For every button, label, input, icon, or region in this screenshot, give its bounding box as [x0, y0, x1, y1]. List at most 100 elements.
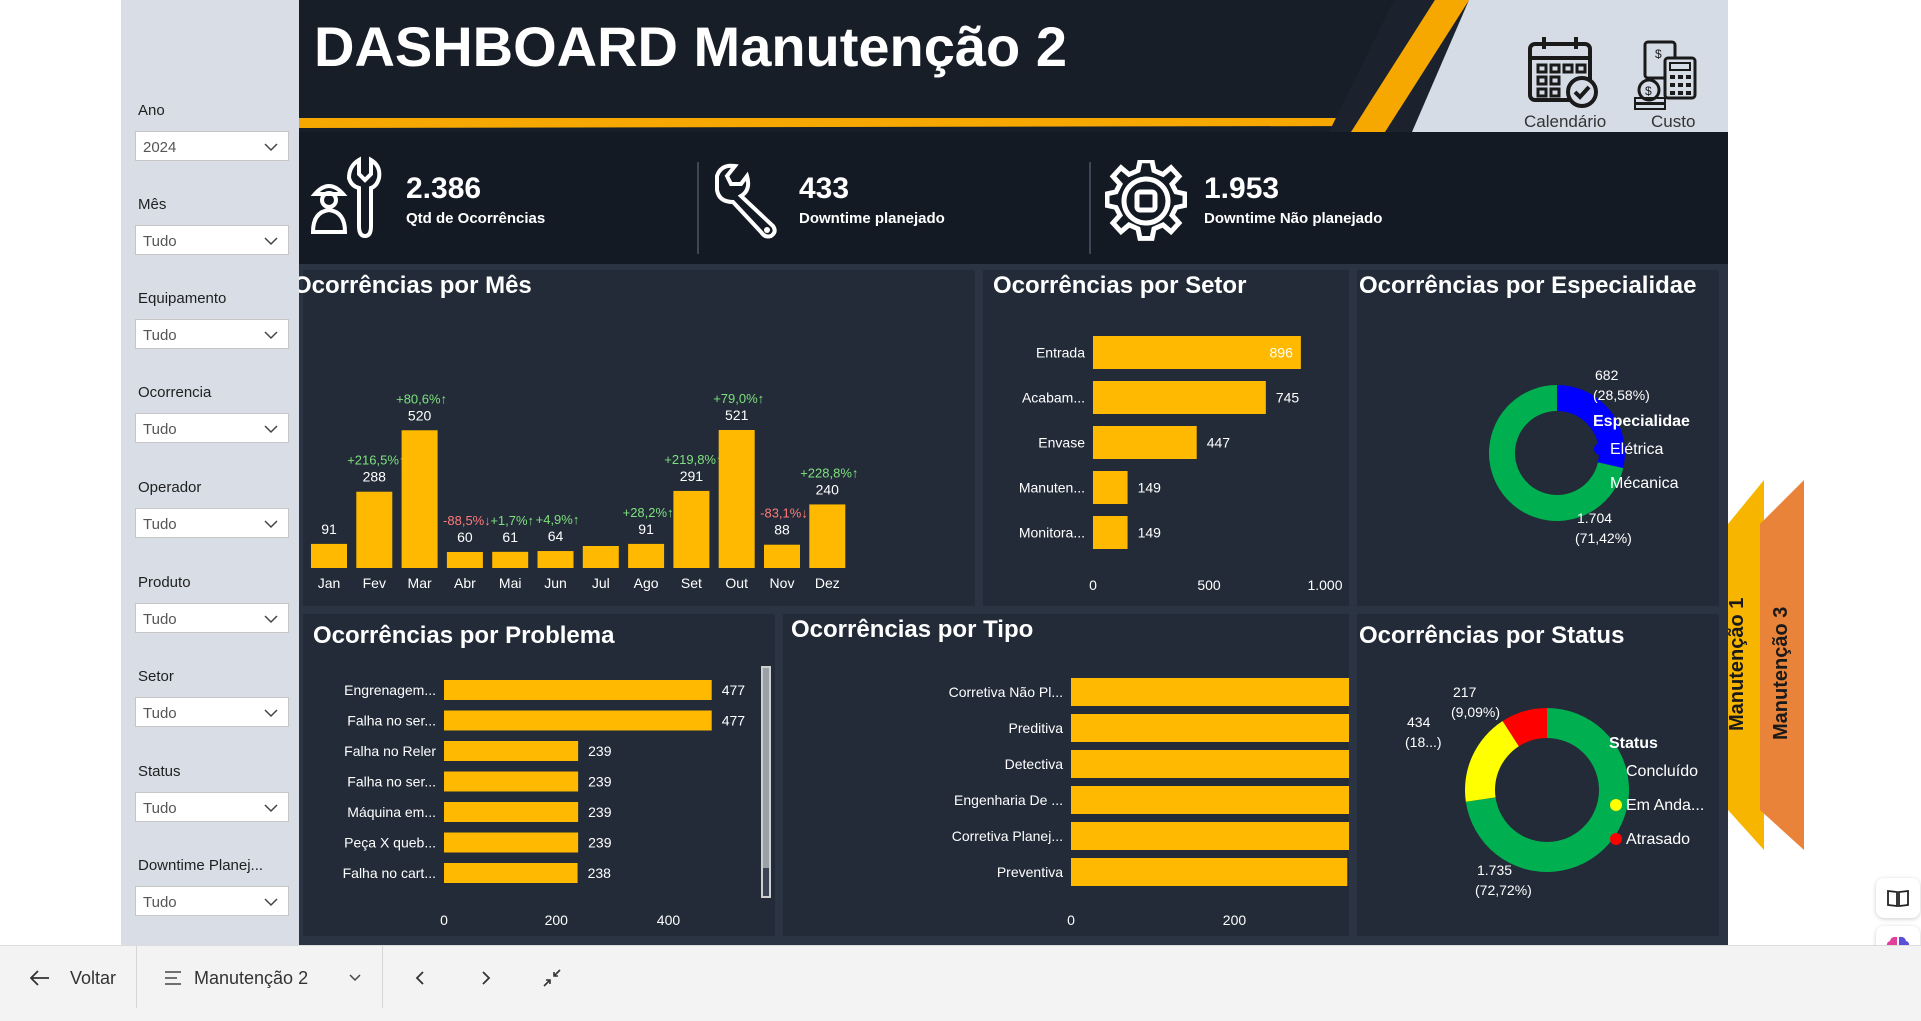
filter-dropdown[interactable]: Tudo: [135, 886, 289, 916]
status-slice: [1502, 708, 1547, 747]
type-bar: [1071, 678, 1349, 706]
status-chart-panel[interactable]: [1357, 614, 1719, 936]
specialty-chart-title: Ocorrências por Especialidae: [1359, 272, 1697, 299]
filter-value: Tudo: [143, 611, 177, 628]
problem-scrollbar-thumb[interactable]: [763, 668, 769, 868]
chevron-down-icon: [264, 615, 278, 624]
problem-tick-label: 0: [440, 912, 448, 928]
filter-value: Tudo: [143, 327, 177, 344]
type-tick-label: 200: [1223, 912, 1247, 928]
filter-dropdown[interactable]: Tudo: [135, 319, 289, 349]
type-bar: [1071, 714, 1349, 742]
problem-bar: [444, 741, 579, 761]
calendar-nav-label: Calendário: [1524, 112, 1607, 131]
kpi-occurrences-label: Qtd de Ocorrências: [406, 210, 546, 227]
calendar-icon: [1528, 37, 1598, 108]
svg-text:$: $: [1645, 84, 1652, 98]
month-data-label: 91: [638, 521, 654, 537]
month-bar: [809, 504, 846, 568]
exit-fullscreen-button[interactable]: [536, 962, 568, 994]
specialty-slice: [1489, 385, 1624, 521]
status-percent-label: (18...): [1405, 734, 1442, 750]
specialty-chart-panel[interactable]: [1357, 270, 1719, 606]
kpi-planned-value: 433: [799, 172, 850, 205]
month-tick-label: Mar: [408, 575, 432, 591]
filter-label: Equipamento: [138, 290, 227, 307]
month-bar: [628, 543, 665, 568]
chevron-left-icon: [415, 971, 424, 985]
kpi-occurrences-value: 2.386: [406, 172, 482, 205]
filter-dropdown[interactable]: Tudo: [135, 603, 289, 633]
month-bar: [537, 551, 574, 568]
chevron-right-icon: [482, 971, 491, 985]
problem-data-label: 239: [588, 835, 612, 851]
page-tab-manutencao-3[interactable]: [1760, 480, 1804, 850]
month-bar: [492, 551, 529, 568]
filter-label: Status: [138, 763, 181, 780]
filter-dropdown[interactable]: Tudo: [135, 792, 289, 822]
filter-dropdown[interactable]: 2024: [135, 131, 289, 161]
specialty-legend-title: Especialidae: [1593, 413, 1690, 430]
filter-dropdown[interactable]: Tudo: [135, 697, 289, 727]
type-bar: [1071, 858, 1348, 886]
month-chart-title: Ocorrências por Mês: [299, 272, 532, 299]
report-canvas: DASHBOARD Manutenção 2 Calendário $: [299, 0, 1728, 945]
kpi-unplanned-value: 1.953: [1204, 172, 1280, 205]
chevron-down-icon: [264, 520, 278, 529]
month-data-label: 288: [363, 469, 387, 485]
filter-value: 2024: [143, 139, 177, 156]
chevron-down-icon: [264, 804, 278, 813]
gear-icon: [1105, 160, 1187, 241]
header-banner: DASHBOARD Manutenção 2 Calendário $: [299, 0, 1728, 132]
filter-value: Tudo: [143, 800, 177, 817]
problem-data-label: 239: [588, 804, 612, 820]
month-tick-label: Ago: [634, 575, 659, 591]
month-change-label: +219,8%↑: [664, 452, 722, 467]
page-tab-manutencao-1[interactable]: [1724, 480, 1764, 850]
cost-nav-button[interactable]: $ $ Custo: [1631, 28, 1701, 132]
filter-dropdown[interactable]: Tudo: [135, 508, 289, 538]
filter-value: Tudo: [143, 894, 177, 911]
type-category-label: Detectiva: [1005, 756, 1064, 772]
problem-category-label: Peça X queb...: [344, 835, 436, 851]
type-bar-chart: Corretiva Não Pl...431Preditiva428Detect…: [949, 678, 1349, 928]
cost-nav-label: Custo: [1651, 112, 1696, 131]
reading-view-button[interactable]: [1876, 878, 1920, 918]
sector-bar-chart: Entrada 896 Acabam... 745 Envase 447 Manuten..…: [1019, 336, 1343, 593]
back-button[interactable]: Voltar: [20, 962, 130, 994]
month-tick-label: Jun: [544, 575, 567, 591]
sector-tick-label: 1.000: [1307, 577, 1342, 593]
bottom-bar-divider: [382, 946, 383, 1008]
month-bar: [311, 543, 347, 568]
chevron-down-icon: [349, 974, 361, 982]
month-data-label: 64: [548, 528, 564, 544]
problem-data-label: 239: [588, 774, 612, 790]
month-tick-label: Fev: [363, 575, 386, 591]
filter-dropdown[interactable]: Tudo: [135, 225, 289, 255]
specialty-legend-marker: [1594, 477, 1606, 489]
collapse-icon: [543, 969, 561, 987]
problem-scrollbar[interactable]: [761, 666, 771, 898]
status-legend-marker: [1610, 765, 1622, 777]
filter-dropdown[interactable]: Tudo: [135, 413, 289, 443]
page-selector-dropdown[interactable]: Manutenção 2: [150, 962, 370, 994]
month-tick-label: Jul: [592, 575, 610, 591]
type-category-label: Preventiva: [997, 864, 1063, 880]
calendar-nav-button[interactable]: Calendário: [1520, 28, 1608, 132]
type-tick-label: 0: [1067, 912, 1075, 928]
sector-category-label: Monitora...: [1019, 525, 1085, 541]
previous-page-button[interactable]: [404, 962, 436, 994]
sector-tick-label: 500: [1197, 577, 1221, 593]
next-page-button[interactable]: [470, 962, 502, 994]
status-legend-label: Atrasado: [1626, 831, 1690, 848]
kpi-divider: [697, 162, 699, 254]
bottom-bar-divider: [136, 946, 137, 1008]
month-bar: [446, 552, 483, 568]
problem-bar: [444, 710, 712, 731]
month-tick-label: Nov: [770, 575, 795, 591]
type-category-label: Engenharia De ...: [954, 792, 1063, 808]
month-change-label: +1,7%↑: [490, 513, 534, 528]
month-tick-label: Jan: [318, 575, 341, 591]
status-value-label: 1.735: [1477, 862, 1512, 878]
filter-label: Mês: [138, 196, 167, 213]
